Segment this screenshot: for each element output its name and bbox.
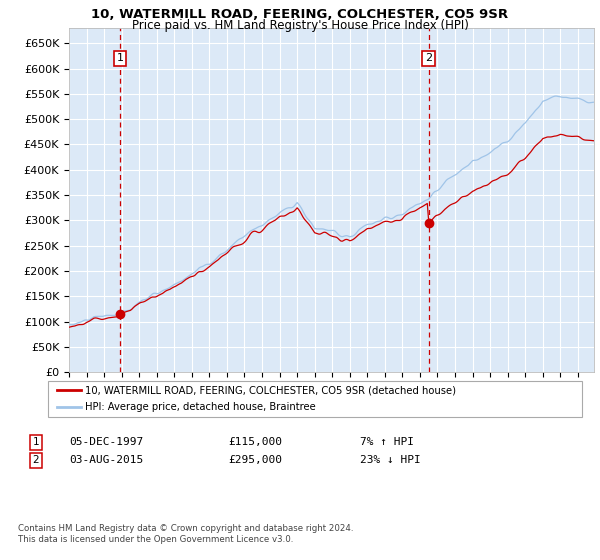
Text: 23% ↓ HPI: 23% ↓ HPI xyxy=(360,455,421,465)
Text: 1: 1 xyxy=(32,437,40,447)
Text: Contains HM Land Registry data © Crown copyright and database right 2024.
This d: Contains HM Land Registry data © Crown c… xyxy=(18,524,353,544)
Text: 2: 2 xyxy=(32,455,40,465)
Text: £115,000: £115,000 xyxy=(228,437,282,447)
Text: 1: 1 xyxy=(116,53,124,63)
Text: 10, WATERMILL ROAD, FEERING, COLCHESTER, CO5 9SR (detached house): 10, WATERMILL ROAD, FEERING, COLCHESTER,… xyxy=(85,385,456,395)
Text: £295,000: £295,000 xyxy=(228,455,282,465)
Text: 10, WATERMILL ROAD, FEERING, COLCHESTER, CO5 9SR: 10, WATERMILL ROAD, FEERING, COLCHESTER,… xyxy=(91,8,509,21)
Text: Price paid vs. HM Land Registry's House Price Index (HPI): Price paid vs. HM Land Registry's House … xyxy=(131,19,469,32)
Text: 2: 2 xyxy=(425,53,433,63)
Text: 05-DEC-1997: 05-DEC-1997 xyxy=(69,437,143,447)
Text: 7% ↑ HPI: 7% ↑ HPI xyxy=(360,437,414,447)
Text: 03-AUG-2015: 03-AUG-2015 xyxy=(69,455,143,465)
Text: HPI: Average price, detached house, Braintree: HPI: Average price, detached house, Brai… xyxy=(85,402,316,412)
